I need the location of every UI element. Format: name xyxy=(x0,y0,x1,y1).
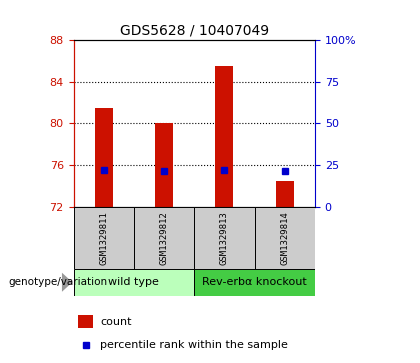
Text: GSM1329814: GSM1329814 xyxy=(280,211,289,265)
Bar xyxy=(74,269,194,296)
Text: count: count xyxy=(100,317,131,327)
Text: GSM1329813: GSM1329813 xyxy=(220,211,229,265)
Text: genotype/variation: genotype/variation xyxy=(8,277,108,287)
Bar xyxy=(78,315,93,329)
Bar xyxy=(74,207,134,269)
Bar xyxy=(155,123,173,207)
Text: GSM1329811: GSM1329811 xyxy=(99,211,108,265)
Bar xyxy=(194,207,255,269)
Polygon shape xyxy=(62,273,72,292)
Bar xyxy=(255,207,315,269)
Text: percentile rank within the sample: percentile rank within the sample xyxy=(100,340,288,350)
Bar xyxy=(134,207,194,269)
Text: GSM1329812: GSM1329812 xyxy=(160,211,168,265)
Title: GDS5628 / 10407049: GDS5628 / 10407049 xyxy=(120,23,269,37)
Bar xyxy=(215,66,234,207)
Text: Rev-erbα knockout: Rev-erbα knockout xyxy=(202,277,307,287)
Bar xyxy=(194,269,315,296)
Bar xyxy=(276,181,294,207)
Bar xyxy=(94,108,113,207)
Text: wild type: wild type xyxy=(108,277,159,287)
